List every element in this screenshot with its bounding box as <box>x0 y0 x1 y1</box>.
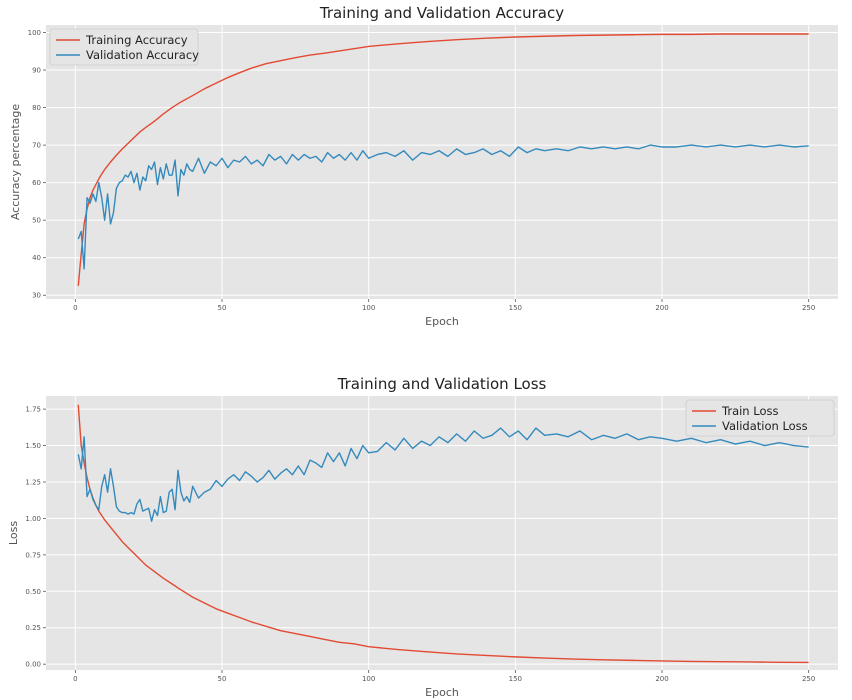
y-tick-label: 50 <box>32 217 41 225</box>
x-tick-label: 50 <box>218 675 227 683</box>
x-tick-label: 250 <box>802 675 815 683</box>
legend-label: Train Loss <box>721 404 778 418</box>
x-tick-label: 250 <box>802 304 815 312</box>
legend-box <box>49 28 199 66</box>
loss-chart: 0 50 100 150 200 250 0.00 0.25 0.50 0.75 1.00 1.25 1… <box>7 375 838 699</box>
y-tick-label: 90 <box>32 67 41 75</box>
x-tick-label: 150 <box>509 304 522 312</box>
x-tick-label: 0 <box>73 304 77 312</box>
x-tick-label: 100 <box>362 304 375 312</box>
x-tick-label: 150 <box>509 675 522 683</box>
series-line <box>77 144 809 270</box>
legend-label: Training Accuracy <box>85 33 188 47</box>
accuracy-chart: 0 50 100 150 200 250 30 40 50 60 70 80 90 100 Training… <box>9 4 838 328</box>
series-line <box>77 33 809 286</box>
chart-title: Training and Validation Loss <box>337 375 547 393</box>
y-tick-label: 0.75 <box>25 551 41 559</box>
x-tick-label: 50 <box>218 304 227 312</box>
legend-box <box>685 399 835 437</box>
y-axis-label: Loss <box>7 521 20 545</box>
series-line <box>77 404 809 664</box>
y-tick-label: 1.75 <box>25 406 41 414</box>
y-tick-label: 1.00 <box>25 515 41 523</box>
y-tick-label: 0.25 <box>25 624 41 632</box>
legend-label: Validation Loss <box>722 419 808 433</box>
plot-area <box>46 25 838 299</box>
chart-title: Training and Validation Accuracy <box>319 4 564 22</box>
x-tick-label: 100 <box>362 675 375 683</box>
y-tick-label: 70 <box>32 142 41 150</box>
x-axis-label: Epoch <box>425 686 459 699</box>
y-tick-label: 80 <box>32 104 41 112</box>
y-tick-label: 0.50 <box>25 588 41 596</box>
y-tick-label: 30 <box>32 292 41 300</box>
y-tick-label: 40 <box>32 254 41 262</box>
y-tick-label: 1.25 <box>25 478 41 486</box>
y-tick-label: 1.50 <box>25 442 41 450</box>
series-line <box>77 427 809 523</box>
y-axis-label: Accuracy percentage <box>9 104 22 221</box>
y-tick-label: 100 <box>28 29 41 37</box>
x-axis-label: Epoch <box>425 315 459 328</box>
legend-label: Validation Accuracy <box>86 48 199 62</box>
x-tick-label: 0 <box>73 675 77 683</box>
x-tick-label: 200 <box>655 304 668 312</box>
y-tick-label: 60 <box>32 179 41 187</box>
plot-area <box>46 396 838 670</box>
y-tick-label: 0.00 <box>25 661 41 669</box>
x-tick-label: 200 <box>655 675 668 683</box>
